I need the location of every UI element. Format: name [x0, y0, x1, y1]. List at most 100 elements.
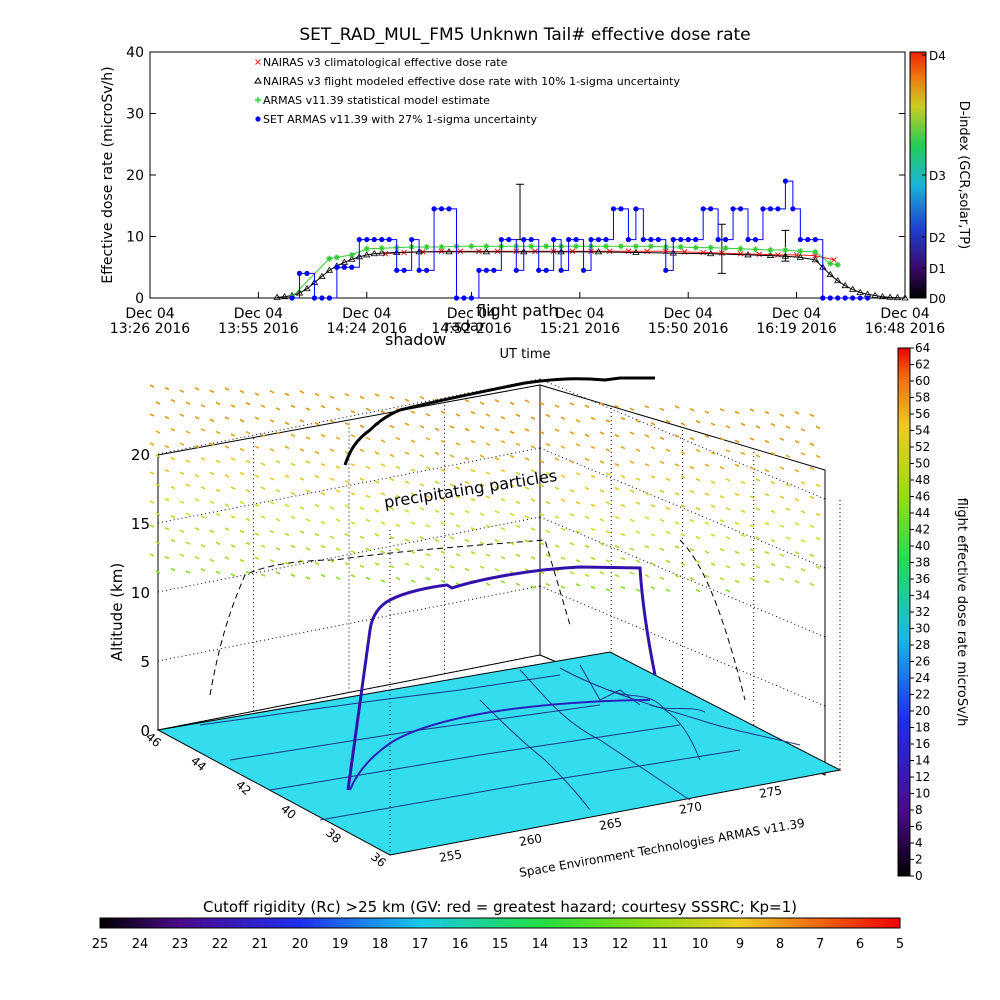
- dose-mark: [290, 573, 296, 578]
- dose-mark: [245, 401, 251, 406]
- data-point: [273, 293, 281, 300]
- dose-mark: [470, 410, 476, 415]
- legend-marker: [255, 116, 261, 122]
- legend-entry: SET ARMAS v11.39 with 27% 1-sigma uncert…: [263, 113, 537, 126]
- flight-dose-colorbar: 0246810121416182022242628303234363840424…: [897, 341, 969, 883]
- dose-mark: [815, 512, 821, 517]
- dose-mark: [725, 589, 731, 593]
- data-point: [595, 236, 602, 243]
- y-axis-ticks: 0 10 20 30 40: [126, 45, 905, 307]
- dose-mark: [524, 539, 530, 543]
- x-axis-label: UT time: [500, 347, 551, 362]
- dose-mark: [659, 489, 665, 494]
- flight-dose-tick-label: 8: [915, 803, 923, 817]
- dose-mark: [725, 565, 731, 569]
- dose-mark: [494, 539, 500, 543]
- dose-mark: [314, 392, 320, 397]
- longitude-tick-label: 275: [758, 783, 783, 801]
- dose-mark: [530, 585, 536, 589]
- dose-mark: [569, 513, 575, 517]
- dose-mark: [605, 559, 611, 563]
- dose-mark: [629, 407, 635, 411]
- dose-mark: [635, 501, 641, 505]
- map-line: [649, 704, 706, 713]
- dose-mark: [284, 503, 290, 508]
- flight-dose-tick-label: 14: [915, 754, 930, 768]
- dose-mark: [554, 428, 560, 432]
- data-point: [805, 236, 811, 243]
- dose-mark: [575, 472, 581, 476]
- dose-mark: [815, 565, 821, 570]
- dose-mark: [179, 471, 185, 475]
- dose-mark: [365, 547, 371, 552]
- dose-mark: [479, 401, 485, 405]
- dose-mark: [575, 583, 581, 587]
- dose-mark: [599, 542, 605, 546]
- dose-mark: [629, 571, 635, 575]
- dose-mark: [680, 475, 686, 479]
- dose-mark: [335, 576, 341, 580]
- dose-mark: [380, 550, 386, 554]
- dose-mark: [299, 530, 305, 534]
- data-point: [812, 248, 819, 255]
- dose-mark: [305, 576, 311, 580]
- flight-dose-gradient: [897, 347, 911, 877]
- data-point: [438, 243, 445, 250]
- x-tick-label-date: Dec 04: [447, 306, 496, 322]
- x-tick-label-time: 16:19 2016: [756, 321, 837, 337]
- flight-dose-label: flight effective dose rate microSv/h: [954, 498, 969, 727]
- dose-mark: [299, 506, 305, 510]
- x-tick-label-time: 14:24 2016: [327, 321, 408, 337]
- dose-mark: [659, 576, 665, 581]
- dose-mark: [644, 492, 650, 496]
- x-tick-label-time: 15:50 2016: [648, 321, 729, 337]
- dose-mark: [365, 576, 371, 581]
- data-point: [348, 255, 356, 262]
- cutoff-rigidity-gradient: [99, 917, 901, 929]
- dose-mark: [425, 553, 431, 557]
- data-point: [797, 248, 804, 255]
- dose-mark: [644, 545, 650, 549]
- dose-mark: [209, 389, 215, 394]
- dose-mark: [290, 491, 296, 496]
- dose-mark: [224, 416, 230, 420]
- flight-dose-tick-label: 46: [915, 490, 930, 504]
- d-index-tick-label: D2: [929, 231, 946, 245]
- dose-mark: [734, 410, 740, 415]
- series-layer: [273, 178, 909, 301]
- dose-mark: [635, 530, 641, 534]
- data-point: [569, 248, 576, 255]
- flight-dose-tick-label: 52: [915, 440, 930, 454]
- dose-mark: [194, 498, 200, 502]
- dose-mark: [350, 521, 356, 525]
- dose-mark: [665, 530, 671, 535]
- dose-mark: [710, 533, 716, 537]
- dose-mark: [170, 514, 176, 519]
- dose-mark: [464, 427, 470, 432]
- flight-dose-tick-label: 54: [915, 424, 930, 438]
- dose-mark: [590, 445, 596, 450]
- dose-mark: [269, 559, 275, 563]
- flight-dose-tick-label: 36: [915, 572, 930, 586]
- dose-mark: [254, 532, 260, 536]
- dose-mark: [374, 480, 380, 484]
- dose-mark: [464, 567, 470, 572]
- data-point: [633, 206, 639, 212]
- dose-mark: [245, 517, 251, 522]
- dose-mark: [185, 483, 191, 487]
- dose-mark: [329, 395, 335, 399]
- cutoff-rigidity-tick-label: 16: [452, 937, 469, 952]
- dose-mark: [389, 424, 395, 429]
- dose-mark: [500, 416, 506, 420]
- dose-mark: [749, 524, 755, 528]
- x-tick-label-time: 15:21 2016: [540, 321, 621, 337]
- dose-mark: [149, 500, 155, 504]
- dose-mark: [419, 507, 425, 511]
- dose-mark: [599, 460, 605, 464]
- data-point: [423, 243, 430, 250]
- dose-mark: [719, 437, 725, 441]
- map-coastlines: [199, 664, 801, 821]
- dose-mark: [224, 527, 230, 531]
- dose-mark: [635, 559, 641, 563]
